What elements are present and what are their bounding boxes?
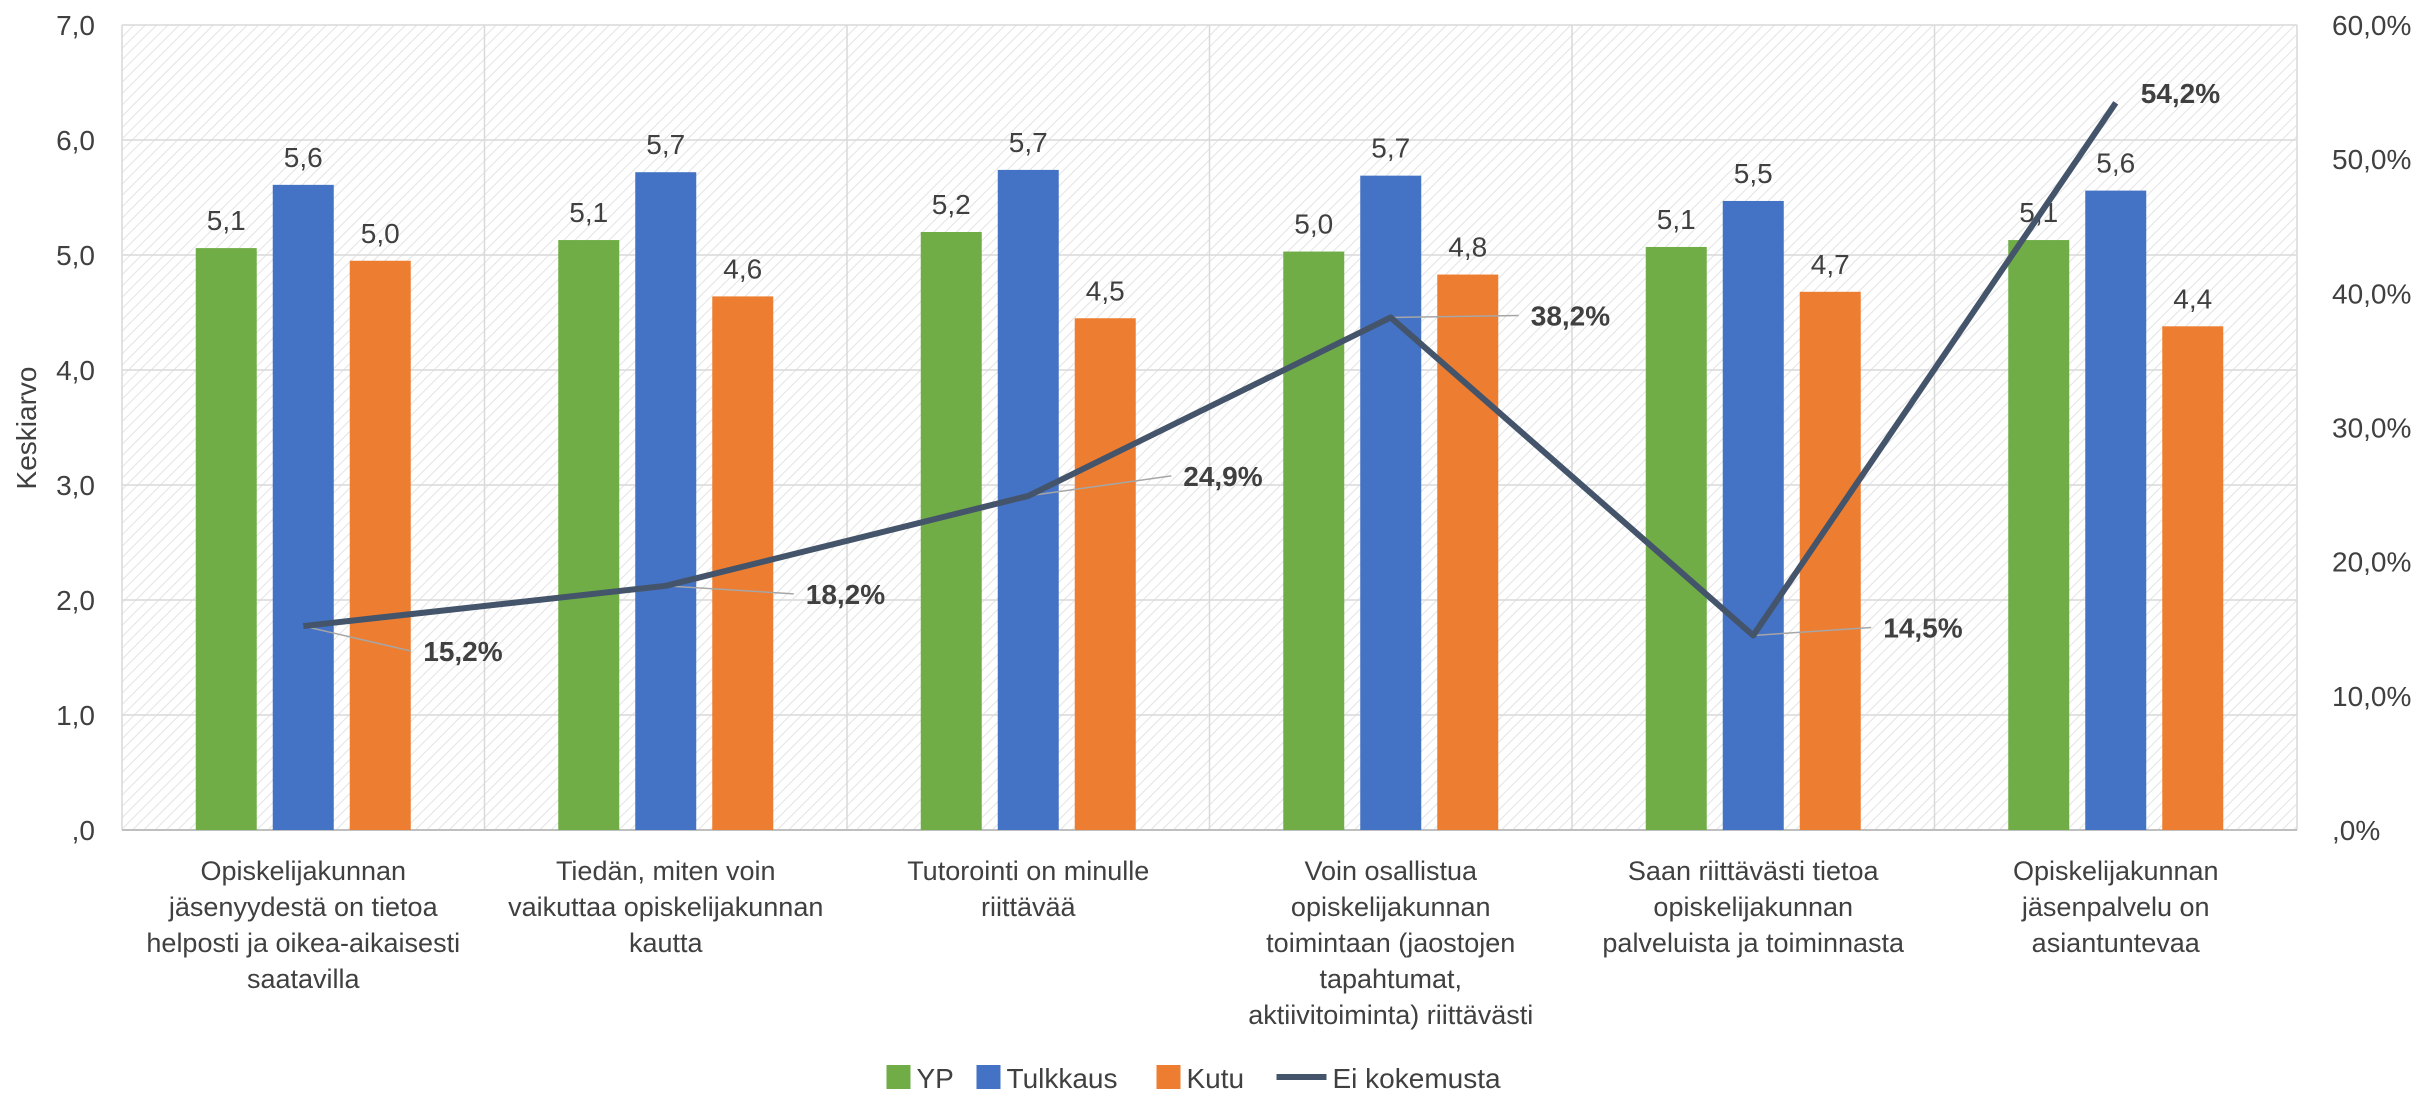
legend-swatch (886, 1065, 911, 1089)
bar-data-label: 5,0 (361, 218, 400, 249)
line-data-label: 14,5% (1883, 612, 1962, 643)
y2-tick-label: ,0% (2332, 815, 2380, 846)
y2-tick-label: 10,0% (2332, 681, 2411, 712)
category-label: Saan riittävästi tietoa opiskelijakunnan p… (1602, 856, 1905, 958)
legend: YP Tulkkaus Kutu Ei kokemusta (886, 1063, 1501, 1094)
legend-label: YP (917, 1063, 954, 1094)
bar-data-label: 5,7 (1371, 133, 1410, 164)
bar-data-label: 5,6 (284, 142, 323, 173)
line-data-label: 24,9% (1183, 461, 1262, 492)
bar-data-label: 5,7 (1009, 127, 1048, 158)
bar-data-label: 5,5 (1734, 158, 1773, 189)
bar (558, 240, 620, 831)
bar (2008, 240, 2070, 831)
y-axis-ticks: ,0 1,0 2,0 3,0 4,0 5,0 6,0 7,0 (56, 10, 95, 846)
bars: 5,1 5,1 5,25,0 5,1 5,15,6 5,7 5,7 5,75,5 5,65,04… (195, 127, 2224, 831)
category-label: Tutorointi on minulle riittävää (907, 856, 1149, 922)
bar-data-label: 5,1 (1657, 204, 1696, 235)
y2-tick-label: 50,0% (2332, 144, 2411, 175)
bar (1360, 175, 1422, 830)
bar (2085, 190, 2147, 831)
legend-label: Ei kokemusta (1333, 1063, 1501, 1094)
bar-data-label: 5,2 (932, 189, 971, 220)
gridlines (121, 24, 2298, 831)
legend-swatch (1156, 1065, 1181, 1089)
bar (1074, 318, 1136, 830)
bar (349, 260, 411, 830)
category-labels: Opiskelijakunnan jäsenyydestä on tietoa he… (146, 856, 2218, 1030)
y-tick-label: 4,0 (56, 355, 95, 386)
line-data-label: 18,2% (806, 579, 885, 610)
bar-data-label: 4,4 (2173, 283, 2212, 314)
y2-tick-label: 40,0% (2332, 278, 2411, 309)
bar (272, 184, 334, 831)
bar (1283, 251, 1345, 831)
y-tick-label: 3,0 (56, 470, 95, 501)
bar (1722, 200, 1784, 830)
bar (920, 232, 982, 830)
y-tick-label: 7,0 (56, 10, 95, 41)
leader-line (1028, 475, 1172, 497)
line-data-label: 38,2% (1531, 300, 1610, 331)
bar-data-label: 5,1 (207, 205, 246, 236)
legend-label: Kutu (1187, 1063, 1245, 1094)
bar (635, 172, 697, 830)
bar-data-label: 5,1 (569, 197, 608, 228)
bar-data-label: 4,8 (1448, 232, 1487, 263)
leader-line (1390, 314, 1519, 319)
leader-line (303, 625, 412, 652)
bar (1645, 246, 1707, 830)
category-label: Opiskelijakunnan jäsenpalvelu on asiantunt… (2013, 856, 2219, 958)
line-ei-kokemusta (302, 101, 2119, 639)
category-label: Tiedän, miten voin vaikuttaa opiskelijaku… (508, 856, 823, 958)
bar-data-label: 4,5 (1086, 275, 1125, 306)
y2-axis-ticks: ,0% 10,0% 20,0% 30,0% 40,0% 50,0% 60,0% (2332, 10, 2411, 846)
line-series: 15,2% 18,2% 24,9% 38,2% 14,5% 54,2% (302, 78, 2220, 667)
bar-data-label: 5,0 (1294, 209, 1333, 240)
bar (2162, 326, 2224, 830)
y-axis-title: Keskiarvo (11, 367, 42, 490)
bar (1799, 291, 1861, 830)
bar (195, 248, 257, 831)
y-tick-label: 5,0 (56, 240, 95, 271)
bar-data-label: 5,7 (646, 129, 685, 160)
legend-label: Tulkkaus (1007, 1063, 1118, 1094)
y2-tick-label: 30,0% (2332, 413, 2411, 444)
leader-line (1753, 626, 1872, 637)
bar-data-label: 4,6 (723, 253, 762, 284)
y2-tick-label: 60,0% (2332, 10, 2411, 41)
bar-data-label: 5,6 (2096, 148, 2135, 179)
bar (1437, 274, 1499, 830)
category-label: Voin osallistua opiskelijakunnan toimintaa… (1248, 856, 1533, 1030)
y2-tick-label: 20,0% (2332, 547, 2411, 578)
line-data-label: 15,2% (423, 636, 502, 667)
bar-data-label: 4,7 (1811, 249, 1850, 280)
y-tick-label: 6,0 (56, 125, 95, 156)
category-label: Opiskelijakunnan jäsenyydestä on tietoa he… (146, 856, 460, 994)
line-data-label: 54,2% (2141, 78, 2220, 109)
y-tick-label: 2,0 (56, 585, 95, 616)
y-tick-label: 1,0 (56, 700, 95, 731)
y-tick-label: ,0 (72, 815, 95, 846)
legend-swatch (976, 1065, 1001, 1089)
leader-line (665, 585, 794, 595)
